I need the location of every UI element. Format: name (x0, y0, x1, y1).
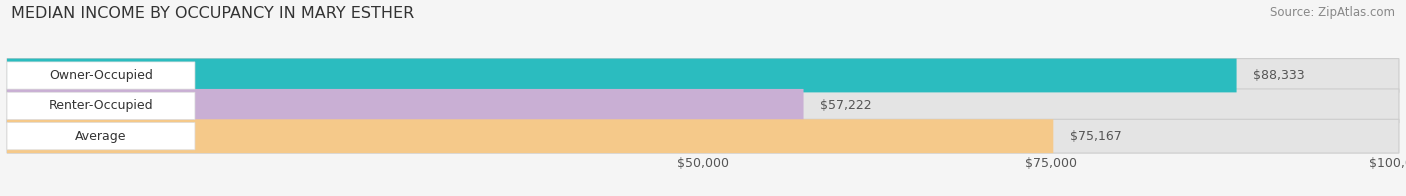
Text: Renter-Occupied: Renter-Occupied (49, 99, 153, 112)
FancyBboxPatch shape (7, 123, 195, 150)
FancyBboxPatch shape (7, 59, 1399, 92)
Text: $75,167: $75,167 (1070, 130, 1122, 143)
FancyBboxPatch shape (7, 59, 1236, 92)
Text: Average: Average (76, 130, 127, 143)
FancyBboxPatch shape (7, 92, 195, 119)
FancyBboxPatch shape (7, 119, 1399, 153)
Text: $88,333: $88,333 (1253, 69, 1305, 82)
FancyBboxPatch shape (7, 89, 1399, 123)
FancyBboxPatch shape (7, 62, 195, 89)
Text: Source: ZipAtlas.com: Source: ZipAtlas.com (1270, 6, 1395, 19)
Text: MEDIAN INCOME BY OCCUPANCY IN MARY ESTHER: MEDIAN INCOME BY OCCUPANCY IN MARY ESTHE… (11, 6, 415, 21)
FancyBboxPatch shape (7, 89, 803, 123)
FancyBboxPatch shape (7, 119, 1053, 153)
Text: $57,222: $57,222 (820, 99, 872, 112)
Text: Owner-Occupied: Owner-Occupied (49, 69, 153, 82)
